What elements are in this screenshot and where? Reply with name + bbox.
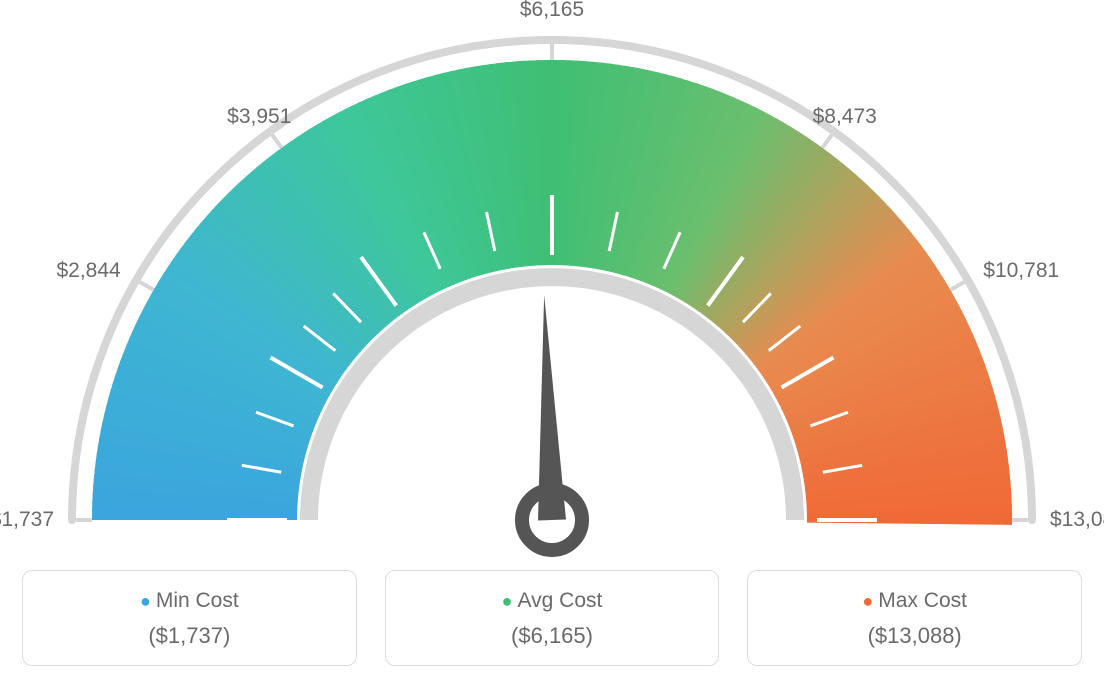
gauge-tick-label: $10,781 — [983, 259, 1059, 283]
legend-card-avg: Avg Cost ($6,165) — [385, 570, 720, 666]
gauge-svg — [22, 20, 1082, 560]
gauge-tick-label: $3,951 — [227, 105, 291, 129]
legend-title-min: Min Cost — [33, 589, 346, 613]
legend-card-min: Min Cost ($1,737) — [22, 570, 357, 666]
gauge-tick-label: $13,088 — [1050, 508, 1104, 532]
gauge-tick-label: $6,165 — [520, 0, 584, 22]
gauge-tick-label: $1,737 — [0, 508, 54, 532]
legend-title-max: Max Cost — [758, 589, 1071, 613]
legend-row: Min Cost ($1,737) Avg Cost ($6,165) Max … — [22, 570, 1082, 666]
gauge-chart: $1,737$2,844$3,951$6,165$8,473$10,781$13… — [22, 20, 1082, 560]
legend-title-avg: Avg Cost — [396, 589, 709, 613]
gauge-tick-label: $2,844 — [56, 259, 120, 283]
legend-value-min: ($1,737) — [33, 623, 346, 649]
legend-value-max: ($13,088) — [758, 623, 1071, 649]
legend-card-max: Max Cost ($13,088) — [747, 570, 1082, 666]
legend-value-avg: ($6,165) — [396, 623, 709, 649]
gauge-tick-label: $8,473 — [813, 105, 877, 129]
